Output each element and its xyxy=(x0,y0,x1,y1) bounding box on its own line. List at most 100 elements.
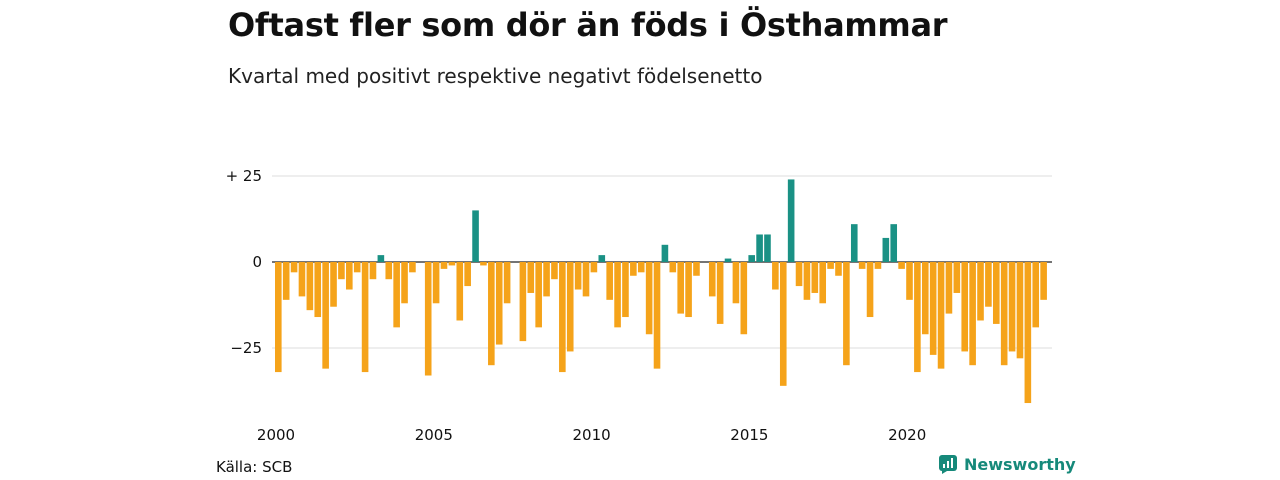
bar xyxy=(480,262,487,266)
bar xyxy=(772,262,779,290)
bar xyxy=(338,262,345,280)
bar xyxy=(898,262,905,269)
bar xyxy=(1008,262,1016,352)
bar xyxy=(385,262,393,280)
bar xyxy=(645,262,653,335)
bar xyxy=(559,262,566,373)
bar xyxy=(811,262,819,293)
bar xyxy=(779,262,787,386)
bar xyxy=(866,262,874,318)
y-tick-label: −25 xyxy=(230,339,262,357)
bar xyxy=(353,262,361,273)
bar xyxy=(630,262,637,276)
bar xyxy=(961,262,969,352)
bar xyxy=(693,262,700,276)
bar xyxy=(953,262,961,293)
bar xyxy=(314,262,322,318)
bar xyxy=(377,255,385,262)
bar xyxy=(369,262,377,280)
bar xyxy=(914,262,921,373)
x-tick-label: 2020 xyxy=(888,426,926,444)
bar xyxy=(661,244,669,262)
bar xyxy=(787,179,795,262)
bar xyxy=(456,262,464,321)
bar xyxy=(551,262,558,280)
newsworthy-logo-icon xyxy=(939,455,957,474)
bar xyxy=(424,262,432,376)
bar xyxy=(448,262,456,266)
bar xyxy=(393,262,400,328)
bar xyxy=(685,262,692,318)
bar xyxy=(322,262,329,369)
bar xyxy=(495,262,503,345)
bar xyxy=(622,262,629,318)
bar xyxy=(819,262,827,304)
bar xyxy=(764,234,771,262)
chart-subtitle: Kvartal med positivt respektive negativt… xyxy=(228,64,763,88)
bar xyxy=(574,262,582,290)
bars xyxy=(275,179,1047,404)
bar xyxy=(346,262,353,290)
x-tick-label: 2010 xyxy=(573,426,611,444)
y-tick-label: 0 xyxy=(252,253,262,271)
bar xyxy=(1024,262,1032,404)
bar xyxy=(969,262,976,366)
bar xyxy=(361,262,369,373)
bar xyxy=(330,262,337,307)
bar xyxy=(858,262,866,269)
bar xyxy=(992,262,1000,324)
bar xyxy=(732,262,740,304)
y-tick-label: + 25 xyxy=(226,167,262,185)
bar xyxy=(440,262,448,269)
bar xyxy=(874,262,882,269)
bar xyxy=(1016,262,1024,359)
bar xyxy=(472,210,479,262)
bar xyxy=(464,262,471,287)
bar xyxy=(566,262,574,352)
bar xyxy=(519,262,527,342)
chart-title: Oftast fler som dör än föds i Östhammar xyxy=(228,6,948,44)
bar xyxy=(306,262,314,311)
bar xyxy=(282,262,290,300)
bar xyxy=(637,262,645,273)
bar xyxy=(409,262,416,273)
bar xyxy=(906,262,913,300)
bar xyxy=(850,224,858,262)
bar xyxy=(275,262,282,373)
source-note: Källa: SCB xyxy=(216,458,293,476)
bar xyxy=(827,262,834,269)
bar xyxy=(488,262,495,366)
bar xyxy=(606,262,613,300)
bar xyxy=(1032,262,1040,328)
bar xyxy=(985,262,992,307)
bar xyxy=(503,262,511,304)
bar xyxy=(748,255,755,262)
bar xyxy=(929,262,937,355)
bar xyxy=(724,258,732,262)
bar xyxy=(795,262,803,287)
bar xyxy=(756,234,763,262)
bar xyxy=(843,262,850,366)
bar xyxy=(614,262,621,328)
bar xyxy=(882,237,890,262)
brand-logo[interactable]: Newsworthy xyxy=(938,454,1076,474)
bar xyxy=(298,262,306,297)
bar xyxy=(582,262,590,297)
bar xyxy=(937,262,945,369)
bar xyxy=(740,262,748,335)
x-tick-label: 2000 xyxy=(257,426,295,444)
x-axis: 2000 2005 2010 2015 2020 xyxy=(257,426,926,444)
bar xyxy=(677,262,684,314)
bar xyxy=(432,262,440,304)
bar xyxy=(921,262,929,335)
bar xyxy=(527,262,535,293)
bar xyxy=(598,255,606,262)
bar xyxy=(669,262,677,273)
bar xyxy=(835,262,842,276)
brand-name: Newsworthy xyxy=(964,454,1076,474)
bar xyxy=(977,262,984,321)
bar xyxy=(708,262,716,297)
bar xyxy=(716,262,724,324)
bar xyxy=(890,224,898,262)
